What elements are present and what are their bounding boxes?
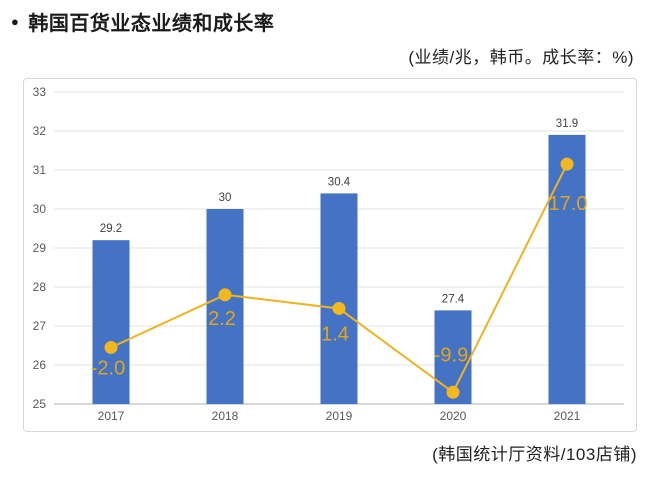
units-note: (业绩/兆，韩币。成长率：%): [408, 48, 634, 67]
x-tick-label: 2021: [554, 409, 581, 423]
bar: [320, 193, 358, 404]
x-tick-label: 2017: [98, 409, 125, 423]
bar: [548, 134, 586, 404]
chart-area: 25 26 27 28 29 30 31 32 33 29.2 30 30.4 27.4 31.9 -2.0…: [23, 78, 637, 432]
y-tick-label: 32: [33, 124, 47, 138]
bar-value-label: 30.4: [328, 176, 351, 188]
combo-chart: 25 26 27 28 29 30 31 32 33 29.2 30 30.4 27.4 31.9 -2.0…: [33, 85, 624, 423]
page-title-text: 韩国百货业态业绩和成长率: [28, 13, 275, 35]
growth-value-label: 1.4: [321, 323, 349, 345]
bar-value-label: 29.2: [100, 223, 122, 235]
line-marker: [560, 157, 574, 171]
bullet-icon: ●: [11, 14, 20, 29]
bar-value-label: 30: [219, 192, 232, 204]
y-tick-label: 28: [33, 280, 47, 294]
growth-value-label: 17.0: [549, 193, 588, 215]
line-marker: [218, 288, 232, 302]
y-tick-label: 29: [33, 241, 47, 255]
line-marker: [446, 385, 460, 399]
growth-value-label: -9.9: [434, 344, 468, 366]
bar: [92, 240, 130, 404]
y-tick-label: 33: [33, 85, 47, 99]
growth-value-label: -2.0: [91, 357, 125, 379]
x-tick-label: 2020: [440, 409, 467, 423]
bar-value-label: 31.9: [556, 118, 578, 130]
line-marker: [332, 301, 346, 315]
line-marker: [104, 340, 118, 354]
bar: [206, 209, 244, 404]
x-tick-label: 2019: [326, 409, 353, 423]
x-tick-label: 2018: [212, 409, 239, 423]
growth-value-label: 2.2: [208, 308, 236, 330]
y-tick-label: 26: [33, 358, 47, 372]
source-note: (韩国统计厅资料/103店铺): [432, 445, 637, 464]
y-tick-label: 31: [33, 163, 47, 177]
page-title: ● 韩国百货业态业绩和成长率: [11, 7, 274, 36]
bar-value-label: 27.4: [442, 293, 465, 305]
y-tick-label: 25: [33, 397, 47, 411]
y-tick-label: 27: [33, 319, 47, 333]
y-tick-label: 30: [33, 202, 47, 216]
